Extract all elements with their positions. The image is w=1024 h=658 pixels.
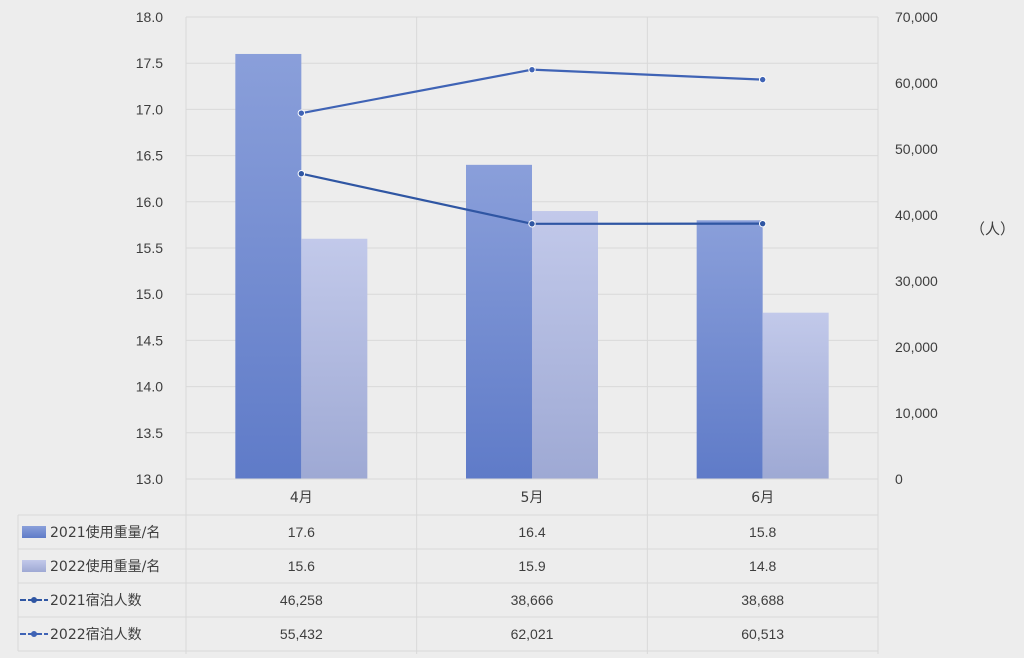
table-series-label: 2022使用重量/名 bbox=[50, 558, 160, 575]
table-cell: 60,513 bbox=[741, 626, 784, 642]
y-right-tick-label: 70,000 bbox=[895, 9, 938, 25]
table-series-label: 2021宿泊人数 bbox=[50, 592, 142, 609]
table-series-label: 2022宿泊人数 bbox=[50, 626, 142, 643]
table-cell: 38,688 bbox=[741, 592, 784, 608]
y-right-unit-label: （人） bbox=[970, 220, 1015, 238]
axes: 13.0 13.5 14.0 14.5 15.0 15.5 16.0 16.5 17.0 17.5… bbox=[136, 9, 1015, 506]
y-left-tick-label: 14.0 bbox=[136, 379, 163, 395]
table-cell: 16.4 bbox=[518, 524, 545, 540]
legend-key-bar bbox=[22, 526, 46, 538]
y-left-tick-label: 13.5 bbox=[136, 425, 163, 441]
table-cell: 15.6 bbox=[288, 558, 315, 574]
line-series bbox=[297, 65, 767, 228]
y-right-tick-label: 20,000 bbox=[895, 339, 938, 355]
data-table: 2021使用重量/名 17.6 16.4 15.8 2022使用重量/名 15.6 15.9… bbox=[17, 514, 878, 652]
y-left-tick-label: 15.5 bbox=[136, 240, 163, 256]
legend-key-marker bbox=[31, 631, 37, 637]
table-cell: 17.6 bbox=[288, 524, 315, 540]
y-right-tick-label: 40,000 bbox=[895, 207, 938, 223]
y-right-tick-label: 10,000 bbox=[895, 405, 938, 421]
table-cell: 46,258 bbox=[280, 592, 323, 608]
point-2-1 bbox=[528, 220, 536, 228]
bar-series bbox=[235, 53, 829, 480]
y-right-tick-label: 60,000 bbox=[895, 75, 938, 91]
y-left-tick-label: 17.5 bbox=[136, 55, 163, 71]
y-left-tick-label: 17.0 bbox=[136, 101, 163, 117]
y-left-tick-label: 16.0 bbox=[136, 194, 163, 210]
legend-key-marker bbox=[31, 597, 37, 603]
bar-0-2 bbox=[696, 220, 763, 479]
point-2-0 bbox=[297, 169, 306, 178]
table-cell: 38,666 bbox=[511, 592, 554, 608]
table-series-label: 2021使用重量/名 bbox=[50, 524, 160, 541]
y-left-tick-label: 16.5 bbox=[136, 148, 163, 164]
legend-key-bar bbox=[22, 560, 46, 572]
point-3-0 bbox=[297, 109, 306, 117]
bar-1-0 bbox=[301, 238, 368, 479]
table-cell: 15.9 bbox=[518, 558, 545, 574]
y-right-tick-label: 50,000 bbox=[895, 141, 938, 157]
series-line-3 bbox=[301, 68, 763, 115]
table-cell: 55,432 bbox=[280, 626, 323, 642]
y-left-tick-label: 18.0 bbox=[136, 9, 163, 25]
table-cell: 14.8 bbox=[749, 558, 776, 574]
category-label: 4月 bbox=[290, 490, 313, 506]
bar-1-1 bbox=[532, 211, 598, 480]
table-cell: 15.8 bbox=[749, 524, 776, 540]
y-left-tick-label: 15.0 bbox=[136, 286, 163, 302]
y-left-tick-label: 14.5 bbox=[136, 332, 163, 348]
y-right-tick-label: 30,000 bbox=[895, 273, 938, 289]
y-right-tick-label: 0 bbox=[895, 471, 903, 487]
point-2-2 bbox=[758, 219, 767, 228]
point-3-2 bbox=[758, 75, 767, 84]
bar-1-2 bbox=[762, 312, 829, 479]
bar-0-0 bbox=[235, 53, 302, 480]
point-3-1 bbox=[528, 65, 536, 74]
category-label: 6月 bbox=[751, 490, 774, 506]
y-left-tick-label: 13.0 bbox=[136, 471, 163, 487]
table-cell: 62,021 bbox=[511, 626, 554, 642]
category-label: 5月 bbox=[521, 490, 544, 506]
